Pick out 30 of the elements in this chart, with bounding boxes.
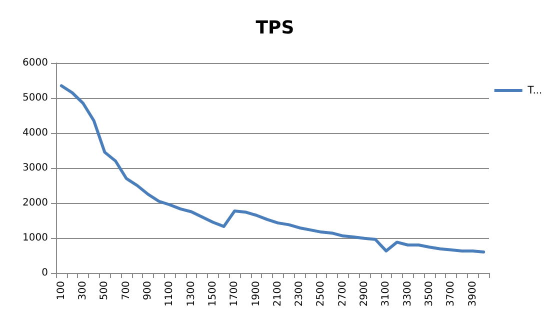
x-tick-label: 700: [120, 281, 132, 300]
x-tick-label: 1500: [207, 281, 218, 306]
x-tick-label: 1700: [229, 281, 240, 306]
x-tick-label: 3900: [467, 281, 478, 306]
line-series: [60, 84, 486, 254]
x-tick-label: 2500: [316, 281, 327, 306]
x-tick-label: 2700: [337, 281, 348, 306]
x-tick-label: 3300: [402, 281, 414, 306]
legend-label: T...: [527, 84, 542, 96]
y-tick-label: 5000: [22, 92, 48, 104]
x-tick-label: 1300: [186, 281, 197, 306]
x-tick-label: 1100: [164, 281, 176, 306]
y-tick-label: 2000: [22, 198, 48, 208]
x-tick-label: 900: [142, 281, 154, 300]
y-tick-label: 6000: [22, 58, 48, 68]
x-tick-label: 2100: [272, 281, 284, 306]
x-tick-label: 300: [78, 281, 89, 300]
x-tick-label: 3700: [446, 281, 457, 306]
x-tick-label: 2300: [294, 281, 306, 306]
x-tick-label: 3100: [380, 281, 392, 306]
y-tick-label: 4000: [22, 128, 48, 138]
x-tick-label: 2900: [359, 281, 370, 306]
chart-title: TPS: [256, 18, 294, 38]
x-tick-label: 3500: [424, 281, 435, 306]
x-tick-label: 1900: [250, 281, 262, 306]
x-tick-label: 500: [99, 281, 110, 300]
y-tick-label: 0: [42, 268, 48, 278]
x-tick-label: 100: [56, 281, 67, 300]
y-tick-label: 1000: [22, 232, 48, 244]
y-tick-label: 3000: [22, 162, 48, 174]
